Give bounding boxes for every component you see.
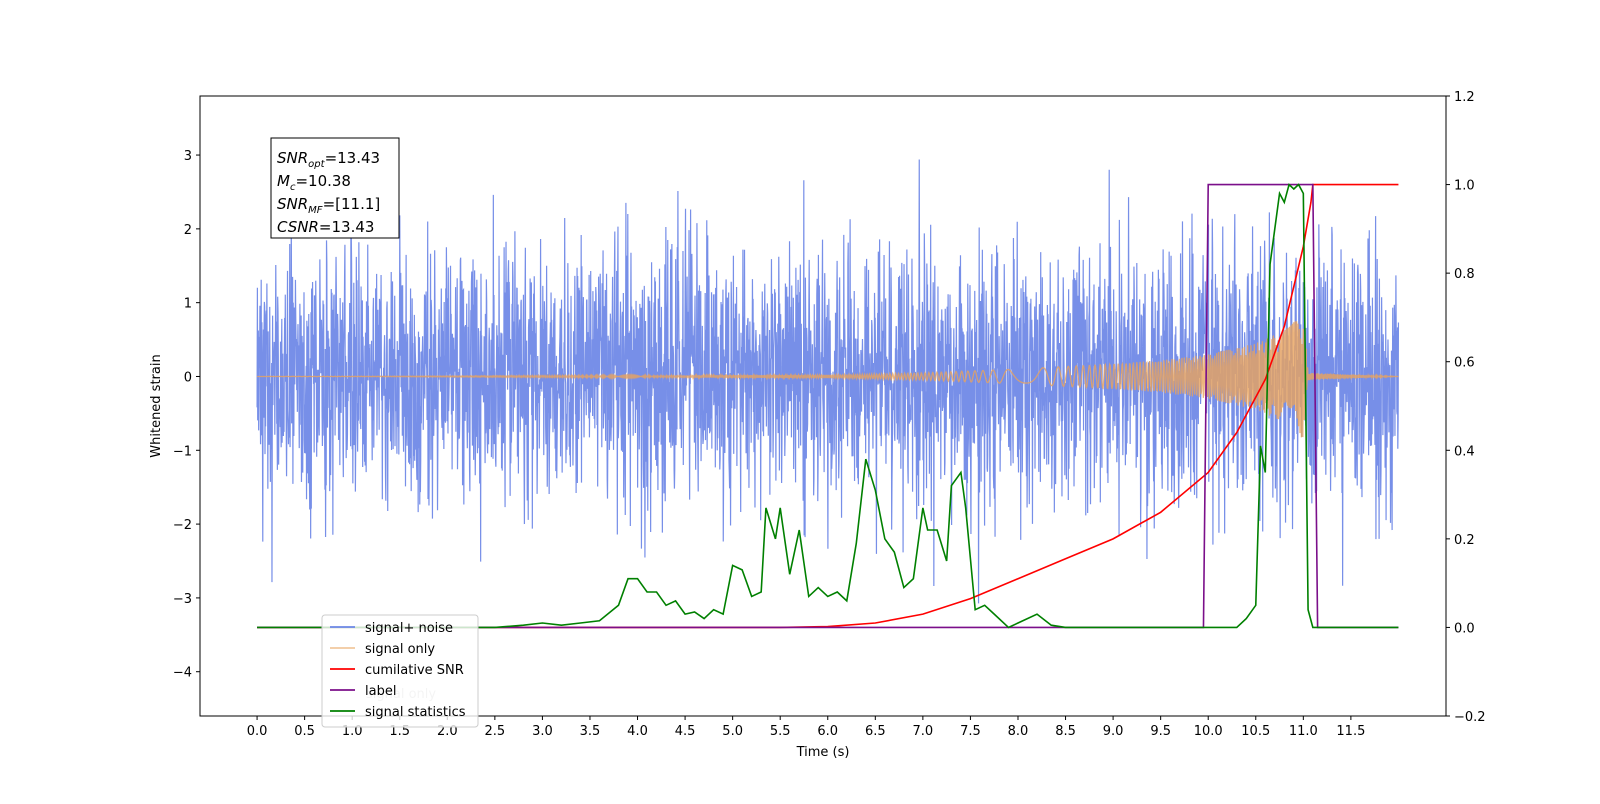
y-tick-label: −1 [173,444,192,459]
y2-tick-label: 1.2 [1454,90,1475,105]
x-tick-label: 9.5 [1150,724,1171,739]
x-tick-label: 4.0 [627,724,648,739]
stats-line: SNRopt=13.43 [277,149,380,170]
x-tick-label: 8.0 [1008,724,1029,739]
x-tick-label: 4.5 [675,724,696,739]
legend-label: signal statistics [365,705,466,720]
x-tick-label: 7.5 [960,724,981,739]
series-signal-plus-noise [256,159,1400,604]
x-axis-title: Time (s) [796,745,850,760]
y-tick-label: 2 [184,223,192,238]
y2-tick-label: 1.0 [1454,179,1475,194]
y2-tick-label: 0.6 [1454,356,1475,371]
x-tick-label: 8.5 [1055,724,1076,739]
x-tick-label: 6.0 [817,724,838,739]
x-tick-label: 2.5 [485,724,506,739]
x-tick-label: 0.0 [247,724,268,739]
y-tick-label: 1 [184,297,192,312]
x-tick-label: 11.0 [1289,724,1318,739]
legend-label: signal only [365,642,435,657]
y2-tick-label: 0.8 [1454,267,1475,282]
legend-label: label [365,684,396,699]
axes-layer: 0.0 0.5 1.0 1.5 2.0 2.5 3.0 3.5 4.0 4.5 5.0 5.5 6.0 6… [149,90,1486,760]
x-tick-label: 3.5 [580,724,601,739]
series-signal-statistics [257,183,1399,629]
y-axis-title: Whitened strain [149,354,164,457]
y2-tick-label: 0.2 [1454,533,1475,548]
x-tick-label: 1.5 [389,724,410,739]
y-tick-label: −3 [173,592,192,607]
y2-tick-label: 0.0 [1454,621,1475,636]
y-tick-label: −4 [173,666,192,681]
x-tick-label: 5.5 [770,724,791,739]
x-tick-label: 3.0 [532,724,553,739]
x-tick-label: 6.5 [865,724,886,739]
x-tick-label: 1.0 [342,724,363,739]
y-tick-label: 3 [184,149,192,164]
y2-tick-label: −0.2 [1454,710,1486,725]
plot-layer [256,159,1400,629]
x-tick-label: 10.5 [1241,724,1270,739]
x-tick-label: 10.0 [1194,724,1223,739]
stats-line: SNRMF=[11.1] [277,195,380,216]
legend-label: cumilative SNR [365,663,464,678]
x-tick-label: 9.0 [1103,724,1124,739]
x-tick-label: 11.5 [1336,724,1365,739]
y-tick-label: 0 [184,370,192,385]
stats-box-frame [270,137,400,239]
series-signal-only [257,321,1399,438]
legend-label: signal+ noise [365,621,453,636]
y2-tick-label: 0.4 [1454,444,1475,459]
y-tick-label: −2 [173,518,192,533]
legend-frame [321,614,479,728]
plot-frame [199,95,1447,717]
x-tick-label: 0.5 [294,724,315,739]
stats-line: CSNR=13.43 [277,218,374,236]
x-tick-label: 5.0 [722,724,743,739]
x-tick-label: 7.0 [913,724,934,739]
stats-line: Mc=10.38 [277,172,351,193]
x-tick-label: 2.0 [437,724,458,739]
